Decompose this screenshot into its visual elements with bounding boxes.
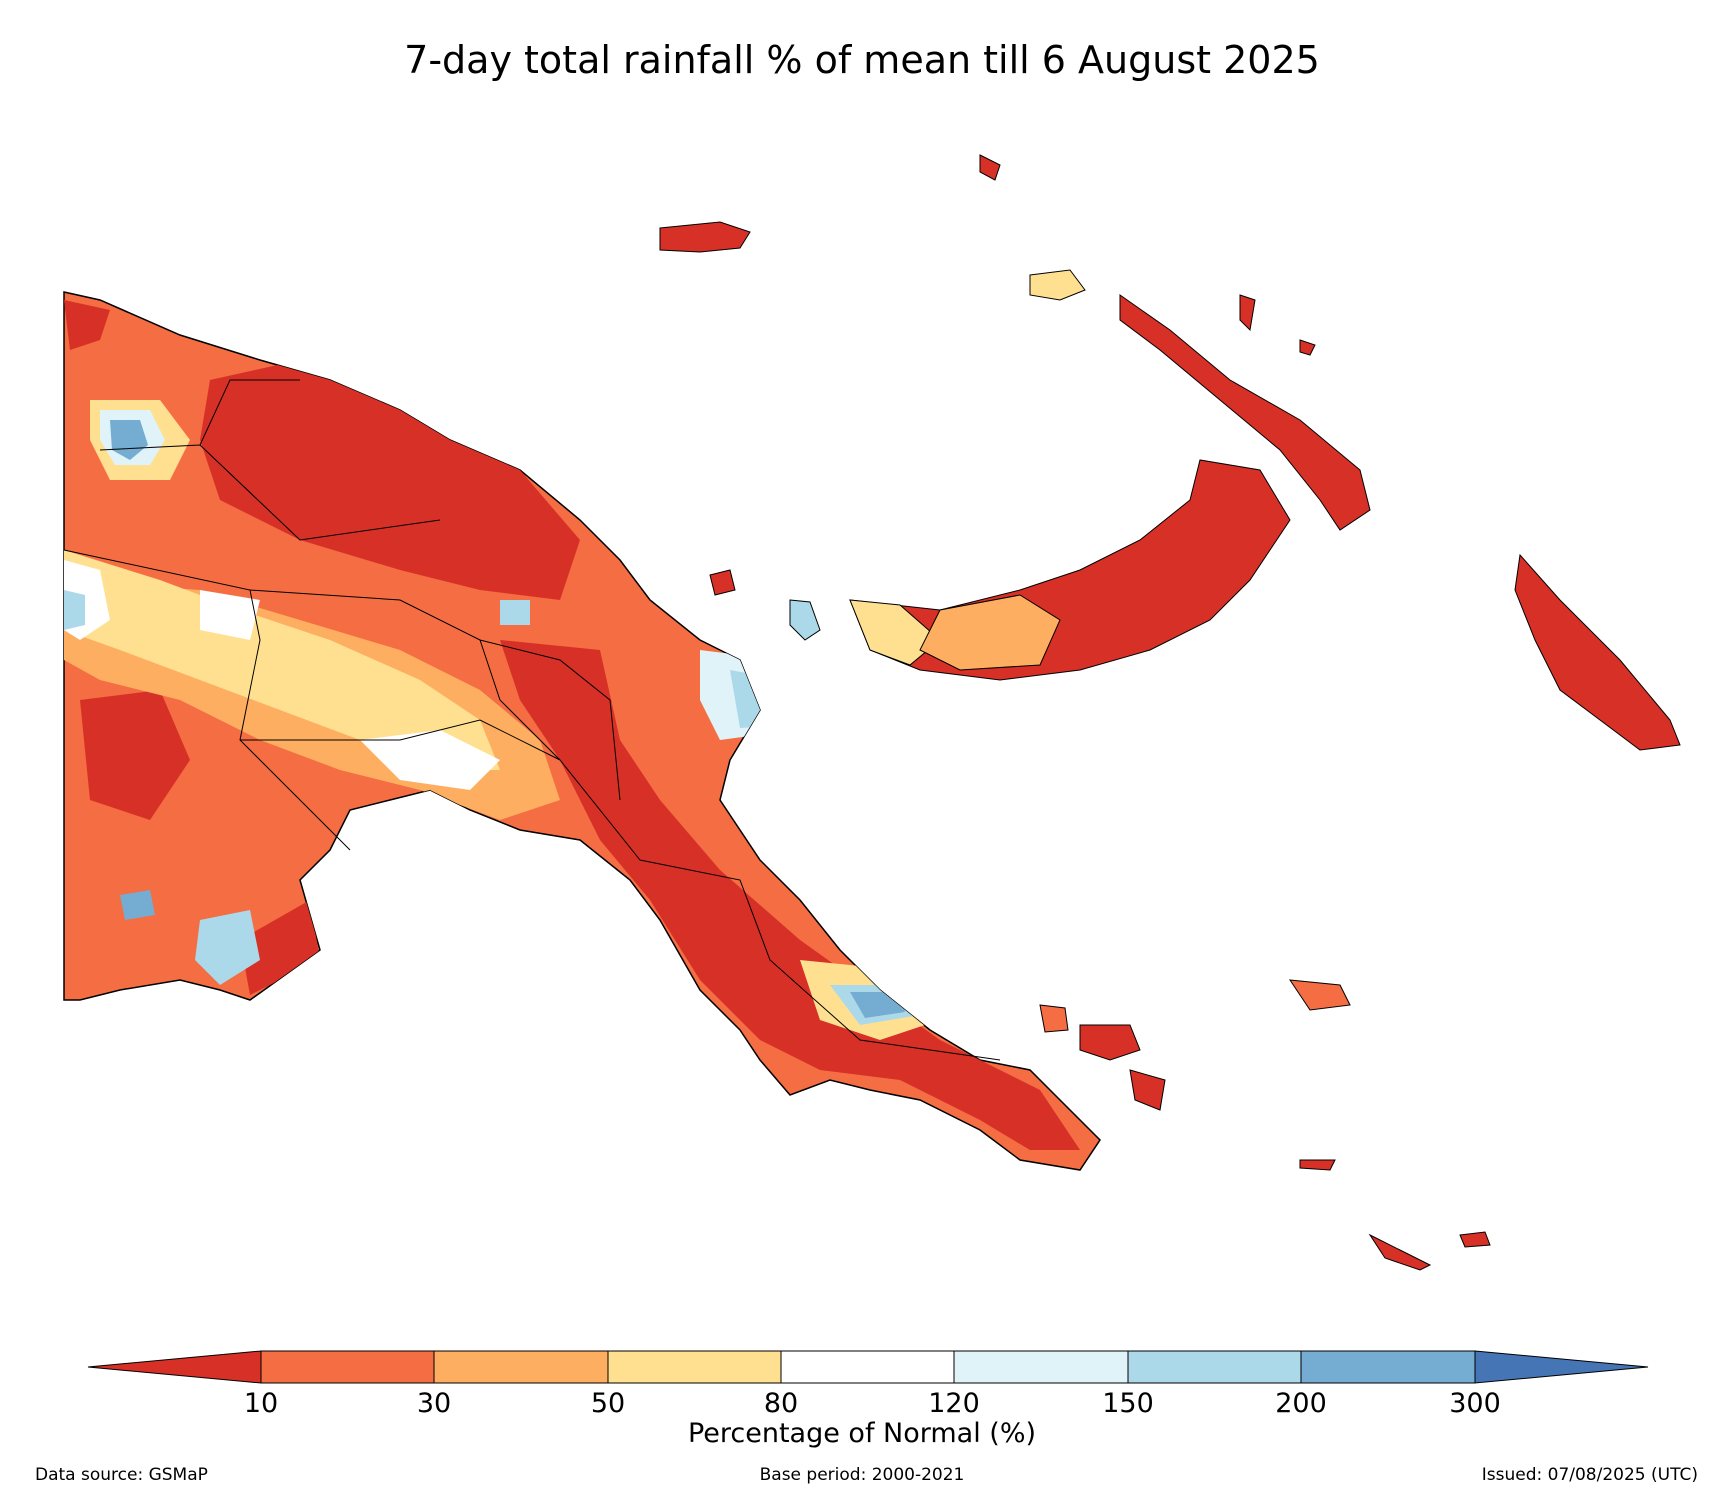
- island-new-britain-mid: [919, 594, 1061, 671]
- island-karkar: [709, 569, 736, 596]
- islands: [659, 154, 1681, 1271]
- region-dry-west: [64, 300, 110, 350]
- island-lihir: [1239, 294, 1256, 332]
- colorbar-bin-120-150: [953, 1350, 1129, 1384]
- region-normal-centre: [200, 590, 260, 640]
- colorbar-tick-30: 30: [416, 1388, 452, 1419]
- mainland: [63, 291, 1101, 1171]
- base-period: Base period: 2000-2021: [759, 1465, 965, 1485]
- island-long: [789, 599, 821, 641]
- colorbar-bin-50-80: [607, 1350, 782, 1384]
- island-goodenough: [1039, 1004, 1069, 1033]
- colorbar-tick-120: 120: [928, 1388, 980, 1419]
- region-wet-north-core: [110, 420, 148, 460]
- region-wet-highlands: [500, 600, 530, 625]
- island-tabar: [1299, 339, 1316, 356]
- border-centre: [63, 549, 351, 851]
- island-sudest: [1368, 1233, 1432, 1271]
- colorbar-tick-200: 200: [1275, 1388, 1327, 1419]
- province-borders: [63, 379, 1001, 1061]
- island-rossel: [1459, 1231, 1491, 1248]
- island-fergusson: [1079, 1024, 1141, 1061]
- region-dry-south: [240, 900, 320, 995]
- region-wet-west: [64, 590, 85, 630]
- colorbar-bin-200-300: [1300, 1350, 1476, 1384]
- border-highlands: [249, 589, 621, 801]
- island-new-ireland-west: [1029, 269, 1086, 301]
- colorbar-tick-150: 150: [1102, 1388, 1154, 1419]
- region-dry-southwest: [80, 690, 190, 820]
- colorbar-bin-150-200: [1127, 1350, 1302, 1384]
- colorbar-upper-arrow: [1474, 1350, 1649, 1384]
- data-source: Data source: GSMaP: [35, 1465, 208, 1485]
- colorbar-label: Percentage of Normal (%): [687, 1418, 1037, 1449]
- border-east: [479, 639, 1001, 1061]
- island-woodlark: [1299, 1159, 1336, 1171]
- colorbar-bin-10-30: [260, 1350, 435, 1384]
- island-mussau: [979, 154, 1001, 181]
- colorbar-tick-50: 50: [590, 1388, 626, 1419]
- region-near-normal-band: [64, 550, 500, 770]
- map-title: 7-day total rainfall % of mean till 6 Au…: [404, 38, 1320, 82]
- island-manus: [659, 221, 751, 253]
- border-north: [99, 379, 441, 541]
- colorbar-tick-300: 300: [1449, 1388, 1501, 1419]
- island-new-ireland: [1119, 294, 1371, 531]
- region-wet-south-core: [120, 890, 155, 920]
- border-south: [240, 719, 561, 761]
- colorbar-bin-30-50: [433, 1350, 609, 1384]
- region-wet-south: [195, 910, 260, 985]
- region-normal-lowland: [360, 730, 500, 790]
- issued-date: Issued: 07/08/2025 (UTC): [1481, 1465, 1698, 1485]
- colorbar-tick-10: 10: [243, 1388, 279, 1419]
- island-trobriand: [1288, 979, 1351, 1011]
- region-dry-east-spine: [500, 640, 1080, 1150]
- island-bougainville: [1514, 553, 1681, 751]
- island-normanby: [1129, 1069, 1166, 1111]
- colorbar-lower-arrow: [87, 1350, 262, 1384]
- colorbar-tick-80: 80: [763, 1388, 799, 1419]
- region-dry-north: [200, 360, 580, 600]
- colorbar-bin-80-120: [780, 1350, 955, 1384]
